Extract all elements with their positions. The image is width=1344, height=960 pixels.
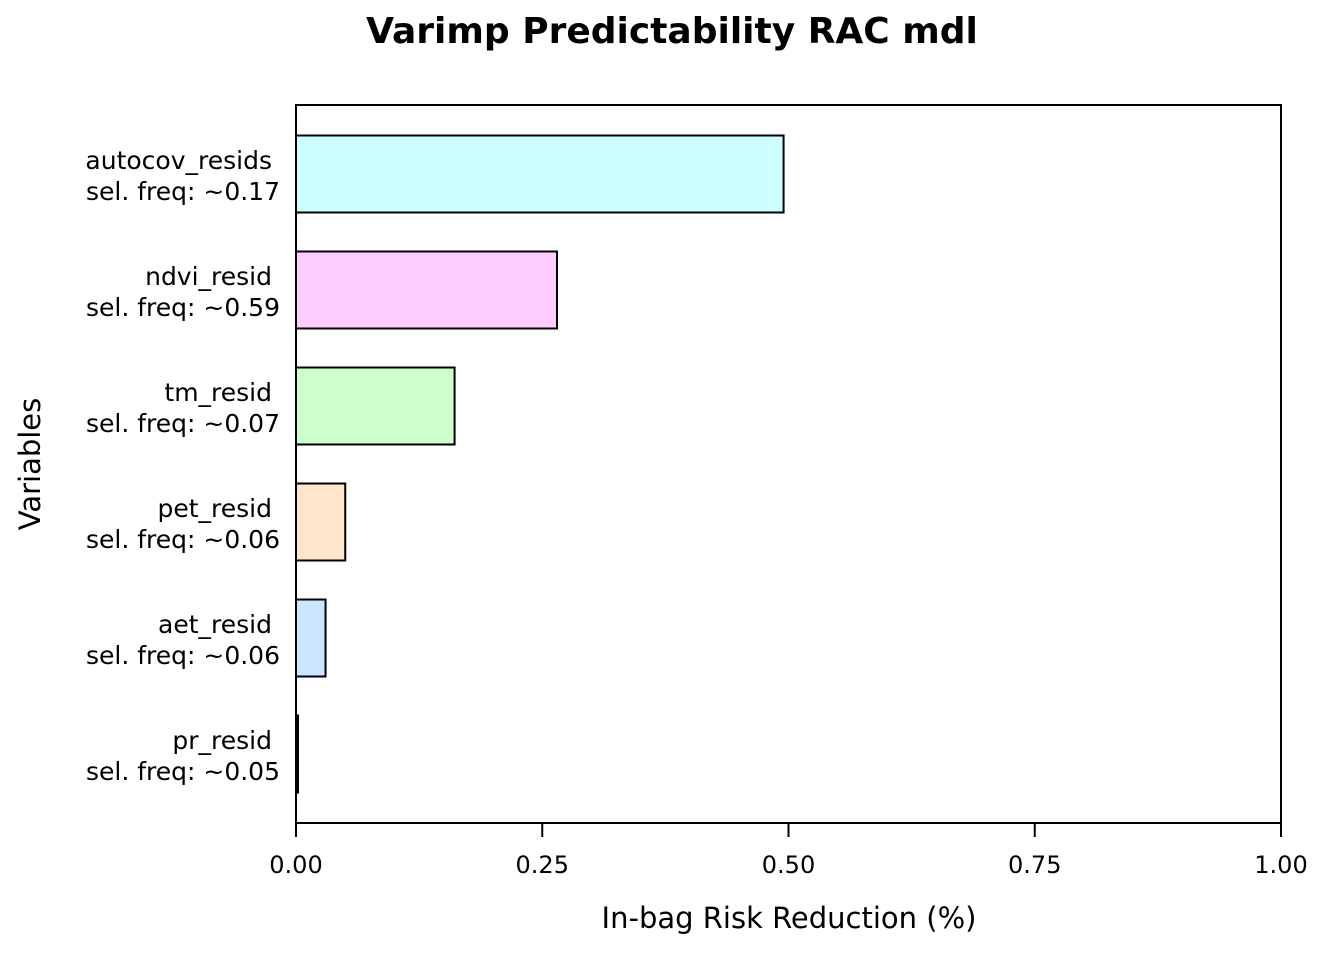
x-tick-label: 0.50 <box>762 851 815 879</box>
bar-autocov-resids <box>295 134 785 214</box>
category-label: pr_resid <box>172 726 272 755</box>
bar-tm-resid <box>295 366 456 446</box>
selection-frequency-label: sel. freq: ~0.07 <box>86 409 280 438</box>
chart-title: Varimp Predictability RAC mdl <box>366 11 978 52</box>
category-label: aet_resid <box>158 610 272 639</box>
category-label: pet_resid <box>157 494 272 523</box>
x-tick-label: 1.00 <box>1254 851 1307 879</box>
x-tick-label: 0.00 <box>269 851 322 879</box>
selection-frequency-label: sel. freq: ~0.05 <box>86 757 280 786</box>
bar-pet-resid <box>295 482 347 562</box>
bar-aet-resid <box>295 598 327 678</box>
selection-frequency-label: sel. freq: ~0.06 <box>86 641 280 670</box>
selection-frequency-label: sel. freq: ~0.06 <box>86 525 280 554</box>
category-label: tm_resid <box>164 378 272 407</box>
selection-frequency-label: sel. freq: ~0.17 <box>86 177 280 206</box>
category-label: autocov_resids <box>85 146 272 175</box>
x-axis-label: In-bag Risk Reduction (%) <box>602 901 977 935</box>
x-axis: 0.00 0.25 0.50 0.75 1.00 <box>269 823 1308 879</box>
y-axis-label: Variables <box>13 398 47 531</box>
bar-ndvi-resid <box>295 250 559 330</box>
category-label: ndvi_resid <box>145 262 272 291</box>
x-tick-label: 0.75 <box>1008 851 1061 879</box>
bar-pr-resid <box>295 714 299 794</box>
selection-frequency-label: sel. freq: ~0.59 <box>86 293 280 322</box>
x-tick-label: 0.25 <box>516 851 569 879</box>
bar-group <box>295 134 785 794</box>
